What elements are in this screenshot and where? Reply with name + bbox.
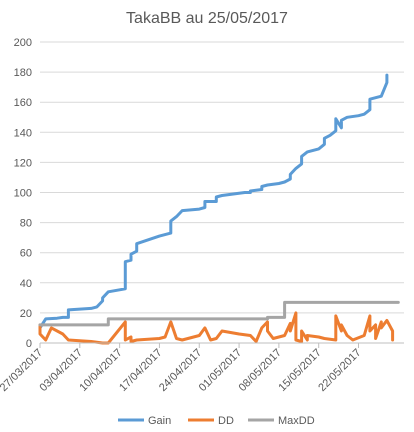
y-tick-label: 40 (20, 278, 32, 290)
series-line-gain (38, 73, 389, 330)
y-tick-label: 100 (14, 188, 32, 200)
y-tick-label: 140 (14, 127, 32, 139)
y-tick-label: 20 (20, 308, 32, 320)
legend: Gain DD MaxDD (118, 415, 315, 427)
gridlines (40, 41, 404, 314)
x-axis: 27/03/201703/04/201710/04/201717/04/2017… (0, 342, 404, 394)
legend-label-gain: Gain (148, 415, 171, 427)
series-line-dd (38, 311, 395, 345)
y-tick-label: 60 (20, 248, 32, 260)
y-tick-label: 160 (14, 97, 32, 109)
x-tick-label: 22/05/2017 (316, 347, 363, 394)
legend-label-dd: DD (218, 415, 234, 427)
legend-label-maxdd: MaxDD (278, 415, 315, 427)
y-tick-label: 180 (14, 67, 32, 79)
series-line-maxdd (38, 300, 400, 327)
y-tick-label: 200 (14, 37, 32, 49)
y-tick-label: 120 (14, 157, 32, 169)
y-tick-label: 0 (26, 338, 32, 350)
y-tick-label: 80 (20, 218, 32, 230)
series-lines (38, 73, 400, 345)
y-axis-tick-labels: 0 20 40 60 80 100 120 140 160 180 200 (14, 37, 32, 350)
chart-title: TakaBB au 25/05/2017 (126, 10, 288, 27)
